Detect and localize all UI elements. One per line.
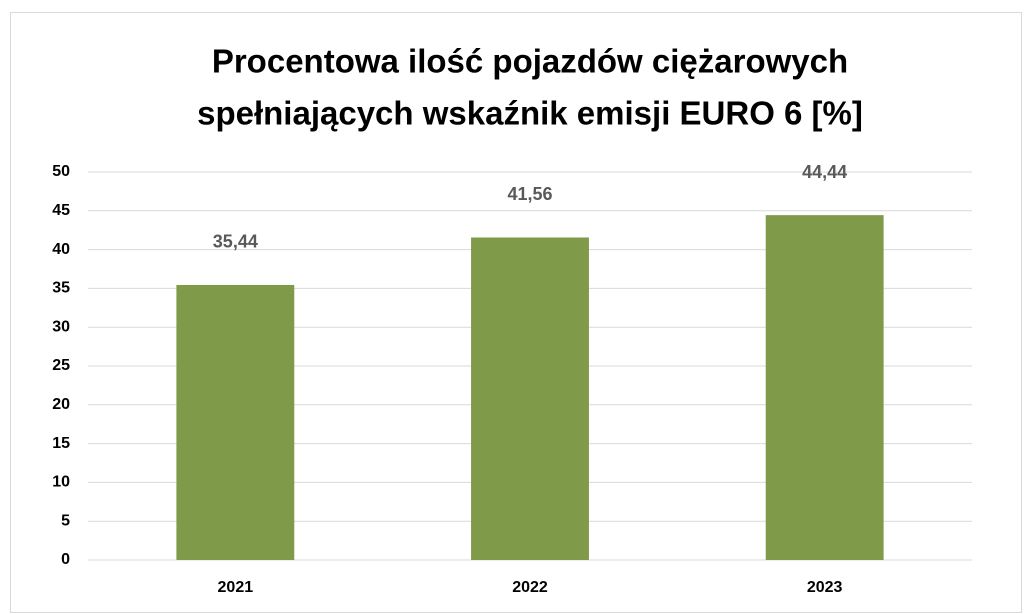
y-tick-label: 5 xyxy=(61,512,70,529)
bar xyxy=(176,284,295,560)
x-tick-label: 2022 xyxy=(512,579,548,596)
data-label: 35,44 xyxy=(213,232,258,252)
y-tick-label: 0 xyxy=(61,551,70,568)
y-tick-label: 50 xyxy=(52,163,70,180)
y-tick-label: 10 xyxy=(52,474,70,491)
data-label: 41,56 xyxy=(507,184,552,204)
x-tick-label: 2023 xyxy=(807,579,843,596)
y-tick-label: 35 xyxy=(52,280,70,297)
bar xyxy=(765,215,884,560)
y-tick-label: 45 xyxy=(52,202,70,219)
chart-title: spełniających wskaźnik emisji EURO 6 [%] xyxy=(197,95,863,132)
y-tick-label: 30 xyxy=(52,318,70,335)
y-tick-label: 40 xyxy=(52,241,70,258)
data-label: 44,44 xyxy=(802,162,847,182)
bar xyxy=(471,237,589,561)
y-tick-label: 20 xyxy=(52,396,70,413)
chart-title: Procentowa ilość pojazdów ciężarowych xyxy=(212,43,848,80)
y-tick-label: 25 xyxy=(52,357,70,374)
x-tick-label: 2021 xyxy=(218,579,254,596)
y-tick-label: 15 xyxy=(52,435,70,452)
